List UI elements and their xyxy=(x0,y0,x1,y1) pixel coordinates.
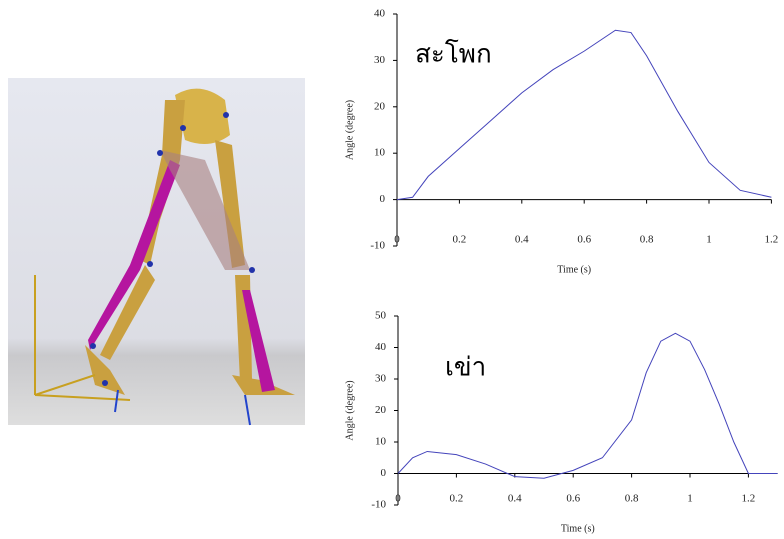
y-axis-label: Angle (degree) xyxy=(344,380,355,440)
y-axis-label: Angle (degree) xyxy=(344,100,355,160)
y-tick-label: -10 xyxy=(370,240,385,252)
y-tick-label: 0 xyxy=(380,193,386,205)
y-tick-label: 30 xyxy=(374,54,386,66)
x-tick-label: 0 xyxy=(394,234,400,246)
y-tick-label: 40 xyxy=(374,8,386,20)
x-tick-label: 0.2 xyxy=(453,234,467,246)
y-tick-label: 0 xyxy=(381,467,387,479)
x-tick-label: 0.4 xyxy=(515,234,529,246)
data-line xyxy=(397,332,778,479)
x-tick-label: 0.8 xyxy=(640,234,654,246)
x-tick-label: 0.4 xyxy=(508,493,522,505)
x-tick-label: 0.6 xyxy=(566,493,580,505)
y-tick-label: 10 xyxy=(374,147,386,159)
x-tick-label: 1.2 xyxy=(742,493,756,505)
x-axis-label: Time (s) xyxy=(561,523,595,534)
y-tick-label: 10 xyxy=(375,436,387,448)
y-tick-label: 50 xyxy=(375,310,387,322)
x-tick-label: 0.8 xyxy=(625,493,639,505)
y-tick-label: -10 xyxy=(371,499,386,511)
x-tick-label: 1.2 xyxy=(765,234,779,246)
x-tick-label: 1 xyxy=(687,493,693,505)
annotation: สะโพก xyxy=(415,39,492,70)
y-tick-label: 20 xyxy=(375,404,387,416)
data-line xyxy=(396,29,772,201)
x-axis-label: Time (s) xyxy=(557,264,591,275)
x-tick-label: 1 xyxy=(706,234,712,246)
y-tick-label: 20 xyxy=(374,100,386,112)
x-tick-label: 0.6 xyxy=(577,234,591,246)
y-tick-label: 40 xyxy=(375,341,387,353)
annotation: เข่า xyxy=(445,353,486,383)
skeleton-render xyxy=(8,78,305,426)
x-tick-label: 0 xyxy=(395,493,401,505)
x-tick-label: 0.2 xyxy=(450,493,464,505)
y-tick-label: 30 xyxy=(375,373,387,385)
